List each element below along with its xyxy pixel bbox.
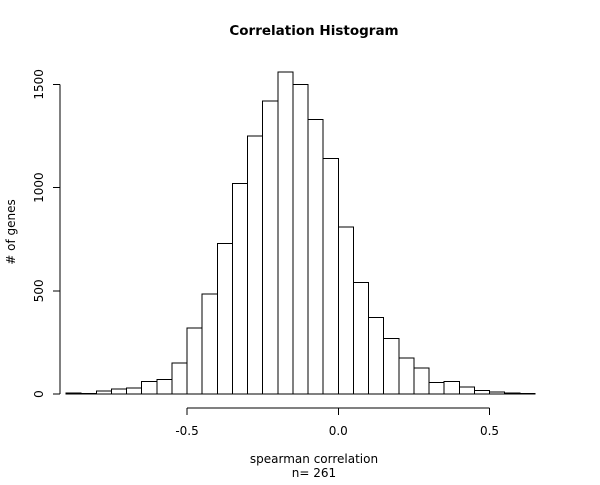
chart-title: Correlation Histogram (229, 23, 398, 39)
sample-size-label: n= 261 (292, 466, 336, 480)
histogram-bar (96, 391, 111, 394)
histogram-bar (474, 390, 489, 394)
x-tick-label: 0.5 (480, 424, 499, 438)
x-tick-label: -0.5 (175, 424, 198, 438)
histogram-bar (353, 283, 368, 394)
histogram-bar (248, 136, 263, 394)
histogram-bar (429, 383, 444, 394)
histogram-bar (293, 84, 308, 394)
y-axis-label: # of genes (4, 199, 18, 265)
y-tick-label: 0 (32, 390, 46, 398)
histogram-bar (444, 382, 459, 394)
y-tick-label: 1500 (32, 69, 46, 100)
histogram-bar (232, 183, 247, 394)
histogram-bar (263, 101, 278, 394)
histogram-bar (414, 368, 429, 394)
histogram-bar (505, 393, 520, 394)
histogram-bars (66, 72, 535, 394)
histogram-bar (323, 159, 338, 394)
histogram-bar (369, 318, 384, 394)
histogram-bar (187, 328, 202, 394)
histogram-bar (308, 119, 323, 394)
y-tick-label: 1000 (32, 172, 46, 203)
histogram-bar (172, 363, 187, 394)
histogram-bar (142, 382, 157, 394)
histogram-bar (217, 243, 232, 394)
histogram-bar (278, 72, 293, 394)
histogram-bar (384, 338, 399, 394)
histogram-bar (127, 388, 142, 394)
histogram-bar (459, 387, 474, 394)
y-tick-label: 500 (32, 279, 46, 302)
histogram-bar (157, 380, 172, 394)
histogram-bar (338, 227, 353, 394)
histogram-bar (202, 294, 217, 394)
histogram-bar (66, 393, 81, 394)
histogram-bar (399, 358, 414, 394)
x-axis: -0.5 0.0 0.5 (175, 408, 499, 438)
x-axis-label: spearman correlation (250, 452, 378, 466)
x-tick-label: 0.0 (329, 424, 348, 438)
histogram-bar (490, 392, 505, 394)
histogram-bar (111, 389, 126, 394)
y-axis: 0 500 1000 1500 (32, 69, 60, 398)
